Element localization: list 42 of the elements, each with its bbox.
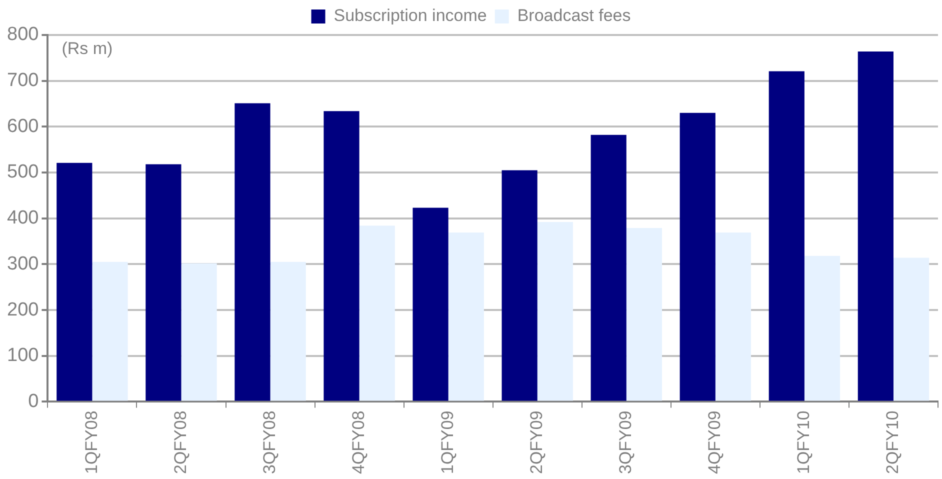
x-tick-label: 4QFY09 bbox=[705, 410, 724, 474]
bar bbox=[715, 232, 752, 401]
bar bbox=[858, 52, 894, 401]
y-tick-label: 500 bbox=[7, 162, 39, 183]
x-tick-label: 1QFY10 bbox=[794, 410, 814, 474]
bar bbox=[270, 262, 306, 401]
bar bbox=[359, 226, 395, 401]
bar bbox=[768, 71, 804, 401]
bar bbox=[893, 258, 930, 401]
x-tick-label: 3QFY08 bbox=[260, 410, 279, 474]
x-tick-label: 2QFY08 bbox=[170, 410, 190, 474]
x-tick-label: 2QFY10 bbox=[883, 410, 902, 474]
x-tick-label: 1QFY09 bbox=[438, 410, 458, 474]
y-tick-label: 100 bbox=[7, 345, 39, 366]
y-tick-label: 200 bbox=[7, 299, 39, 320]
y-tick-label: 700 bbox=[7, 70, 39, 92]
bar bbox=[146, 164, 182, 401]
y-tick-label: 0 bbox=[28, 390, 39, 412]
y-tick-label: 800 bbox=[7, 24, 39, 46]
legend-label: Subscription income bbox=[334, 6, 487, 26]
bar bbox=[324, 111, 360, 401]
bar bbox=[412, 208, 448, 401]
bar bbox=[537, 222, 573, 401]
y-tick-label: 300 bbox=[7, 253, 39, 274]
bar bbox=[626, 228, 662, 401]
y-tick-label: 600 bbox=[7, 116, 39, 137]
bar bbox=[92, 262, 128, 401]
legend-label: Broadcast fees bbox=[517, 6, 631, 26]
x-tick-label: 3QFY09 bbox=[616, 410, 636, 474]
bar bbox=[181, 263, 217, 401]
annotation: (Rs m) bbox=[62, 39, 113, 58]
x-tick-label: 4QFY08 bbox=[348, 410, 368, 474]
bar bbox=[680, 112, 716, 401]
bar bbox=[804, 256, 840, 401]
bar bbox=[56, 162, 92, 401]
bar bbox=[590, 134, 626, 401]
bar bbox=[448, 232, 484, 401]
x-tick-label: 1QFY08 bbox=[82, 410, 101, 474]
bar bbox=[502, 170, 538, 401]
x-tick-label: 2QFY09 bbox=[527, 410, 546, 474]
y-tick-label: 400 bbox=[7, 208, 39, 229]
bar bbox=[234, 103, 270, 401]
